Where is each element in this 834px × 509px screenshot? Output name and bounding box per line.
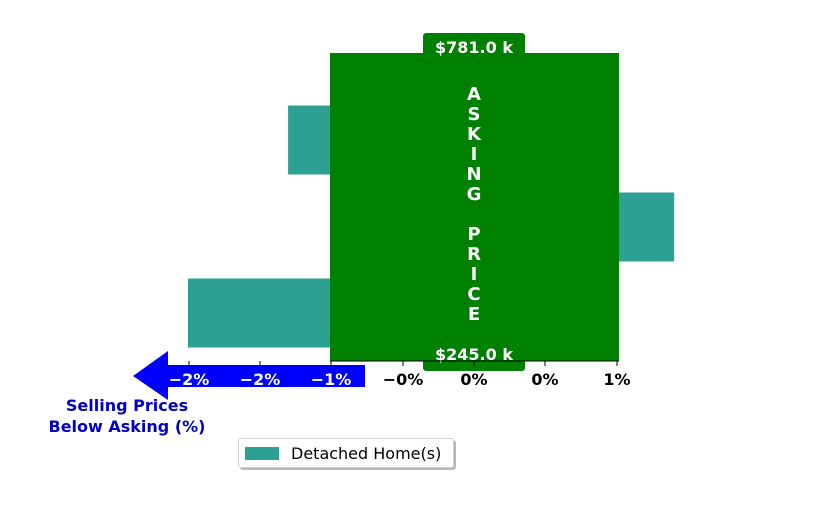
asking-price-band bbox=[330, 53, 619, 361]
x-axis-ticks bbox=[188, 361, 618, 366]
top-price-label: $781.0 k bbox=[435, 38, 513, 57]
asking-price-letter: N bbox=[466, 164, 481, 185]
asking-price-letter: I bbox=[471, 144, 478, 165]
x-axis-tick-labels: −2% −2% −1% −0% 0% 0% 1% bbox=[169, 370, 631, 389]
x-tick-label: 0% bbox=[460, 370, 487, 389]
x-tick-label: 1% bbox=[603, 370, 630, 389]
legend-swatch bbox=[245, 446, 279, 460]
bottom-price-badge bbox=[423, 343, 525, 371]
asking-price-letter: K bbox=[467, 124, 482, 145]
x-tick-label: −2% bbox=[169, 370, 210, 389]
legend: Detached Home(s) bbox=[238, 438, 454, 468]
x-tick-label: 0% bbox=[531, 370, 558, 389]
x-tick-label: −1% bbox=[311, 370, 352, 389]
asking-price-letter: S bbox=[468, 104, 481, 125]
below-asking-arrow bbox=[133, 351, 365, 400]
asking-price-letter: R bbox=[467, 244, 481, 265]
legend-label: Detached Home(s) bbox=[291, 443, 442, 463]
bottom-price-label: $245.0 k bbox=[435, 345, 513, 364]
x-tick-label: −2% bbox=[240, 370, 281, 389]
asking-price-letter: E bbox=[468, 304, 480, 325]
axis-note-line1: Selling Prices bbox=[66, 396, 188, 415]
asking-price-letter: C bbox=[467, 284, 480, 305]
asking-price-letter: P bbox=[467, 224, 480, 245]
x-tick-label: −0% bbox=[383, 370, 424, 389]
asking-price-letter: A bbox=[467, 84, 481, 105]
asking-price-letter: G bbox=[467, 184, 482, 205]
axis-note-line2: Below Asking (%) bbox=[49, 417, 206, 436]
top-price-badge bbox=[423, 33, 525, 61]
asking-price-letter: I bbox=[471, 264, 478, 285]
